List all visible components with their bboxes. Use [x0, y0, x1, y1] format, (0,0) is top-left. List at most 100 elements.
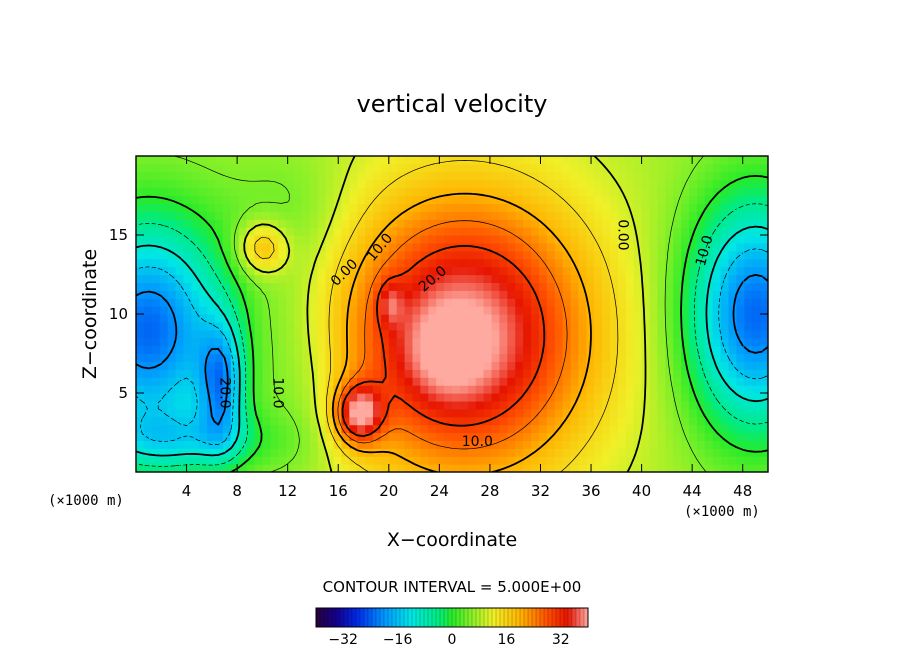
field-cell [720, 227, 730, 236]
field-cell [175, 361, 184, 370]
field-cell [380, 242, 390, 252]
field-cell [689, 440, 698, 449]
field-cell [728, 187, 737, 197]
field-cell [151, 163, 161, 173]
field-cell [712, 242, 722, 252]
field-cell [704, 203, 714, 212]
field-cell [617, 274, 627, 283]
colorbar-swatch [428, 608, 433, 627]
field-cell [222, 298, 232, 307]
field-cell [578, 274, 587, 283]
field-cell [262, 219, 271, 228]
field-cell [578, 369, 587, 378]
field-cell [689, 163, 698, 173]
field-cell [294, 306, 303, 315]
colorbar-swatch [376, 608, 381, 627]
field-cell [499, 393, 508, 402]
field-cell [380, 424, 390, 434]
field-cell [222, 266, 232, 276]
field-cell [578, 329, 587, 339]
field-cell [586, 250, 595, 260]
field-cell [436, 393, 445, 402]
field-cell [546, 219, 556, 228]
field-cell [491, 219, 500, 228]
field-cell [396, 163, 406, 173]
field-cell [554, 298, 564, 307]
field-cell [617, 171, 627, 181]
field-cell [594, 187, 603, 197]
field-cell [420, 337, 429, 347]
field-cell [143, 203, 153, 212]
field-cell [199, 156, 208, 165]
field-cell [649, 235, 658, 244]
field-cell [215, 361, 224, 370]
field-cell [586, 353, 595, 362]
field-cell [254, 448, 263, 457]
field-cell [625, 321, 635, 331]
field-cell [373, 440, 382, 449]
x-tick-label: 16 [329, 482, 348, 500]
field-cell [143, 440, 153, 449]
field-cell [373, 369, 382, 378]
field-cell [610, 440, 619, 449]
field-cell [294, 408, 303, 418]
field-cell [420, 235, 429, 244]
field-cell [325, 171, 335, 181]
field-cell [594, 337, 603, 347]
field-cell [151, 227, 161, 236]
field-cell [570, 227, 579, 236]
field-cell [420, 163, 429, 173]
field-cell [538, 337, 548, 347]
field-cell [625, 187, 635, 197]
field-cell [388, 219, 398, 228]
contour-label: 10.0 [693, 234, 717, 268]
field-cell [562, 298, 572, 307]
field-cell [752, 156, 761, 165]
field-cell [396, 195, 406, 204]
colorbar-tick-label: 32 [552, 632, 570, 648]
field-cell [649, 258, 658, 268]
field-cell [183, 250, 192, 260]
field-cell [507, 345, 516, 355]
field-cell [365, 361, 374, 370]
field-cell [760, 266, 768, 276]
field-cell [349, 163, 358, 173]
field-cell [459, 211, 469, 220]
field-cell [420, 306, 429, 315]
field-cell [349, 464, 358, 472]
field-cell [420, 400, 429, 410]
field-cell [215, 424, 224, 434]
field-cell [143, 187, 153, 197]
field-cell [254, 432, 263, 441]
field-cell [475, 321, 485, 331]
field-cell [317, 290, 327, 299]
field-cell [270, 290, 279, 299]
field-cell [151, 369, 161, 378]
field-cell [199, 195, 208, 204]
field-cell [562, 440, 572, 449]
field-cell [159, 464, 169, 472]
field-cell [357, 211, 366, 220]
field-cell [562, 250, 572, 260]
field-cell [388, 432, 398, 441]
field-cell [301, 156, 311, 165]
field-cell [412, 440, 421, 449]
field-cell [657, 337, 666, 347]
field-cell [262, 456, 271, 465]
field-cell [151, 235, 161, 244]
field-cell [199, 432, 208, 441]
field-cell [586, 187, 595, 197]
field-cell [570, 408, 579, 418]
field-cell [309, 235, 319, 244]
field-cell [270, 361, 279, 370]
field-cell [199, 314, 208, 323]
field-cell [444, 440, 453, 449]
field-cell [183, 219, 192, 228]
field-cell [704, 274, 714, 283]
field-cell [475, 266, 485, 276]
field-cell [633, 345, 643, 355]
field-cell [294, 345, 303, 355]
field-cell [610, 377, 619, 386]
field-cell [325, 329, 335, 339]
field-cell [301, 353, 311, 362]
